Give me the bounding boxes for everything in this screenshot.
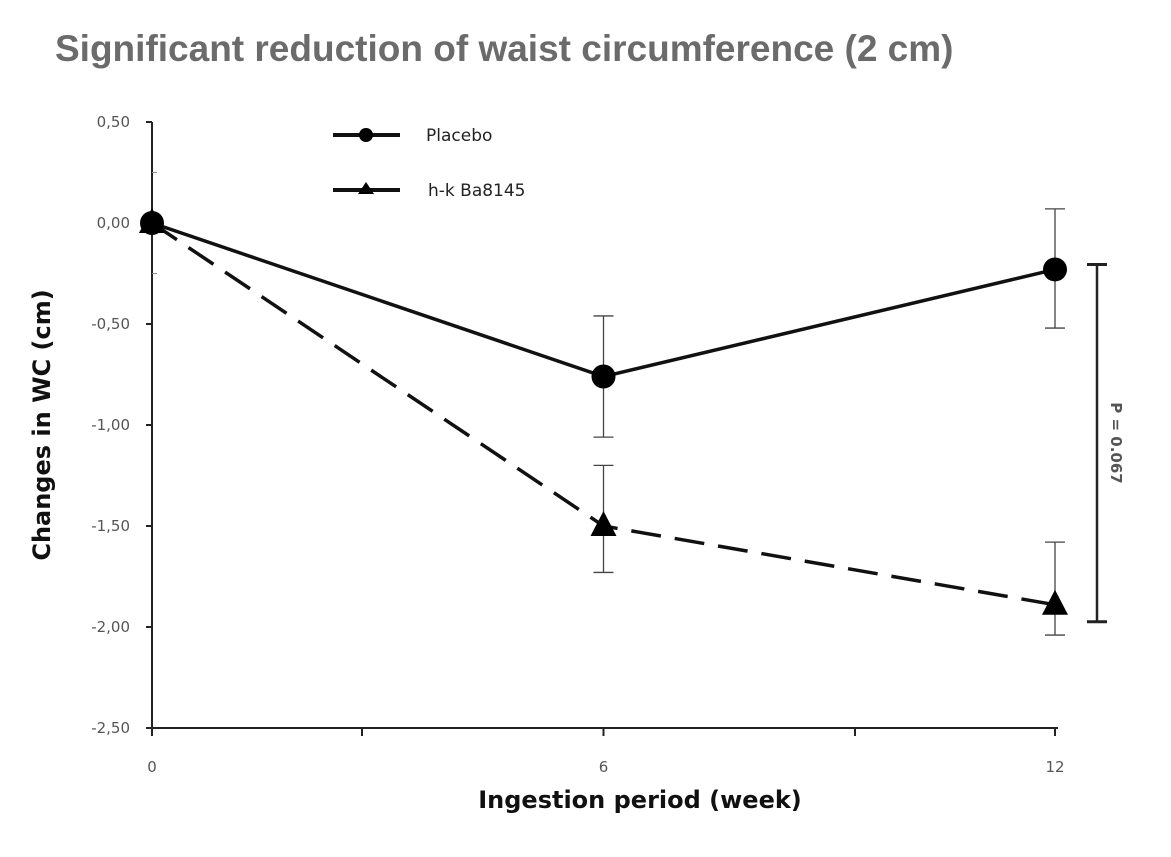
y-axis-label: Changes in WC (cm) <box>28 289 56 560</box>
p-value-annotation: P = 0.067 <box>1107 402 1125 483</box>
data-point-circle <box>591 364 616 389</box>
legend-marker-circle <box>359 128 373 142</box>
y-tick-label: -1,50 <box>91 517 130 535</box>
x-tick-label: 0 <box>147 758 157 776</box>
x-tick-label: 6 <box>599 758 609 776</box>
y-tick-label: 0,00 <box>97 214 130 232</box>
y-tick-label: -0,50 <box>91 315 130 333</box>
legend-label: h-k Ba8145 <box>428 181 526 201</box>
y-tick-label: 0,50 <box>97 113 130 131</box>
y-tick-label: -2,50 <box>91 719 130 737</box>
data-point-triangle <box>139 208 165 233</box>
chart-title: Significant reduction of waist circumfer… <box>55 28 954 69</box>
legend-marker-triangle <box>358 182 374 194</box>
data-point-triangle <box>1042 589 1068 615</box>
data-point-triangle <box>590 511 617 536</box>
x-axis-label: Ingestion period (week) <box>478 786 802 814</box>
y-tick-label: -1,00 <box>91 416 130 434</box>
legend-label: Placebo <box>426 126 492 146</box>
y-tick-label: -2,00 <box>91 618 130 636</box>
data-point-circle <box>1043 257 1067 282</box>
x-tick-label: 12 <box>1045 758 1064 776</box>
